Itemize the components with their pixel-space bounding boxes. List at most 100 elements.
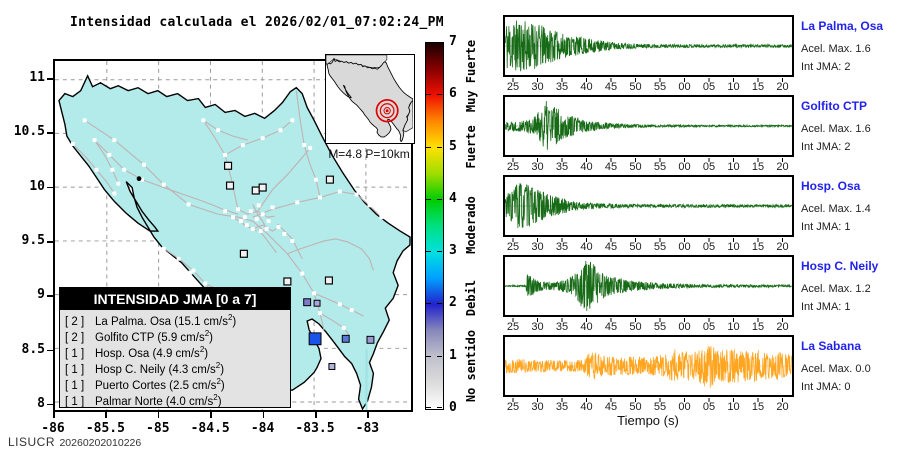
- colorbar-tick-label: 7: [449, 34, 457, 49]
- x-tick: [53, 412, 55, 418]
- seismogram-panel: [503, 175, 794, 237]
- intensity-map: M=4.8 P=10km INTENSIDAD JMA [0 a 7] [ 2 …: [53, 54, 415, 412]
- colorbar-tick-label: 2: [449, 295, 457, 311]
- y-tick: [47, 186, 53, 189]
- y-tick: [47, 403, 53, 406]
- colorbar-tick-label: 5: [449, 138, 457, 154]
- legend-entry: [ 1 ] Puerto Cortes (2.5 cm/s2): [60, 374, 290, 392]
- epicenter-icon: [385, 109, 389, 113]
- seismo-x-tick-label: 30: [531, 241, 544, 253]
- seismo-x-tick-label: 10: [727, 81, 740, 93]
- seismo-bottom-ticks: [503, 238, 794, 256]
- station-marker: [283, 277, 292, 286]
- colorbar-tick: [437, 303, 442, 305]
- station-marker: [324, 276, 333, 285]
- time-axis-label: Tiempo (s): [617, 413, 679, 428]
- seismo-x-tick-label: 45: [604, 81, 618, 93]
- y-tick: [47, 241, 53, 243]
- seismo-x-tick-label: 15: [751, 81, 765, 93]
- seismo-top-ticks: [503, 168, 794, 181]
- seismogram-panel: [503, 95, 794, 157]
- colorbar-tick: [437, 251, 442, 253]
- x-tick: [157, 412, 160, 418]
- seismo-x-tick-label: 30: [531, 321, 544, 333]
- seismo-x-tick-label: 45: [604, 401, 618, 413]
- legend-station-text: La Palma. Osa (15.1 cm/s2): [95, 313, 237, 328]
- legend-intensity-tag: [ 2 ]: [65, 331, 85, 344]
- seismo-x-tick-label: 55: [653, 241, 667, 253]
- station-name: Hosp C. Neily: [801, 259, 879, 273]
- waveform-4: [504, 260, 792, 312]
- station-name: La Palma, Osa: [801, 19, 884, 33]
- colorbar-tick-label: 3: [449, 243, 457, 259]
- x-tick-label: -84.5: [190, 421, 230, 436]
- footer: LISUCR 20260202010226: [8, 433, 141, 451]
- station-name: Golfito CTP: [801, 99, 867, 113]
- y-tick-label: 11: [29, 70, 45, 85]
- seismo-x-tick-label: 35: [555, 321, 569, 333]
- x-tick: [367, 412, 369, 418]
- intensity-marker: [328, 363, 336, 370]
- legend-station-text: Hosp. Osa (4.9 cm/s2): [95, 345, 209, 360]
- station-intensity: Int JMA: 2: [801, 61, 851, 73]
- x-tick-label: -85: [146, 421, 170, 436]
- seismo-x-tick-label: 50: [629, 241, 642, 253]
- seismo-x-tick-label: 00: [678, 401, 691, 413]
- seismo-x-tick-label: 25: [506, 321, 520, 333]
- colorbar-tick: [437, 355, 442, 357]
- x-tick: [262, 412, 265, 418]
- seismo-top-ticks: [503, 248, 794, 261]
- seismo-x-tick-label: 00: [678, 161, 691, 173]
- seismo-x-tick-label: 15: [751, 401, 765, 413]
- colorbar-tick: [437, 42, 442, 43]
- legend-station-text: Golfito CTP (5.9 cm/s2): [95, 329, 214, 344]
- seismo-x-tick-label: 55: [653, 321, 667, 333]
- colorbar-tick: [437, 407, 442, 408]
- legend-station-text: Puerto Cortes (2.5 cm/s2): [95, 377, 225, 392]
- station-accel-max: Acel. Max. 0.0: [801, 363, 871, 375]
- colorbar-tick: [426, 355, 431, 357]
- page-title: Intensidad calculada el 2026/02/01_07:02…: [70, 15, 444, 30]
- colorbar-tick: [426, 94, 431, 96]
- y-tick: [47, 132, 53, 134]
- seismo-x-tick-label: 40: [580, 401, 593, 413]
- intensity-legend: INTENSIDAD JMA [0 a 7] [ 2 ] La Palma. Os…: [59, 287, 291, 408]
- colorbar-category-label: Moderado: [464, 196, 478, 254]
- colorbar-category-label: No sentido: [464, 330, 478, 403]
- station-accel-max: Acel. Max. 1.4: [801, 203, 871, 215]
- legend-title: INTENSIDAD JMA [0 a 7]: [60, 288, 290, 310]
- station-intensity: Int JMA: 2: [801, 141, 851, 153]
- seismo-x-tick-label: 20: [776, 161, 789, 173]
- seismo-x-tick-label: 25: [506, 241, 520, 253]
- seismo-x-tick-label: 40: [580, 81, 593, 93]
- legend-intensity-tag: [ 2 ]: [65, 315, 85, 328]
- intensity-marker: [366, 335, 375, 344]
- seismo-x-tick-label: 10: [727, 161, 740, 173]
- colorbar-tick: [426, 146, 431, 148]
- legend-station-text: Hosp C. Neily (4.3 cm/s2): [95, 361, 225, 376]
- seismo-x-tick-label: 05: [702, 161, 716, 173]
- colorbar-tick: [437, 94, 442, 96]
- seismo-x-tick-label: 25: [506, 161, 520, 173]
- seismo-bottom-ticks: [503, 398, 794, 416]
- seismo-x-tick-label: 35: [555, 401, 569, 413]
- colorbar-category-label: Muy Fuerte: [464, 39, 478, 113]
- colorbar-tick: [426, 42, 431, 43]
- legend-entry: [ 2 ] La Palma. Osa (15.1 cm/s2): [60, 310, 290, 328]
- legend-intensity-tag: [ 1 ]: [65, 363, 85, 376]
- seismogram-panel: [503, 255, 794, 317]
- station-intensity: Int JMA: 1: [801, 221, 851, 233]
- waveform-2: [504, 100, 792, 150]
- station-name: La Sabana: [801, 339, 862, 353]
- legend-rows: [ 2 ] La Palma. Osa (15.1 cm/s2) [ 2 ] Golf…: [60, 310, 290, 408]
- seismo-bottom-ticks: [503, 158, 794, 176]
- seismo-top-ticks: [503, 328, 794, 341]
- seismo-x-tick-label: 45: [604, 161, 618, 173]
- colorbar-tick: [437, 146, 442, 148]
- seismo-x-tick-label: 55: [653, 81, 667, 93]
- seismo-x-tick-label: 20: [776, 241, 789, 253]
- seismo-x-tick-label: 15: [751, 241, 765, 253]
- seismo-x-tick-label: 05: [702, 241, 716, 253]
- station-intensity: Int JMA: 1: [801, 301, 851, 313]
- costa-rica-outline: [58, 74, 411, 411]
